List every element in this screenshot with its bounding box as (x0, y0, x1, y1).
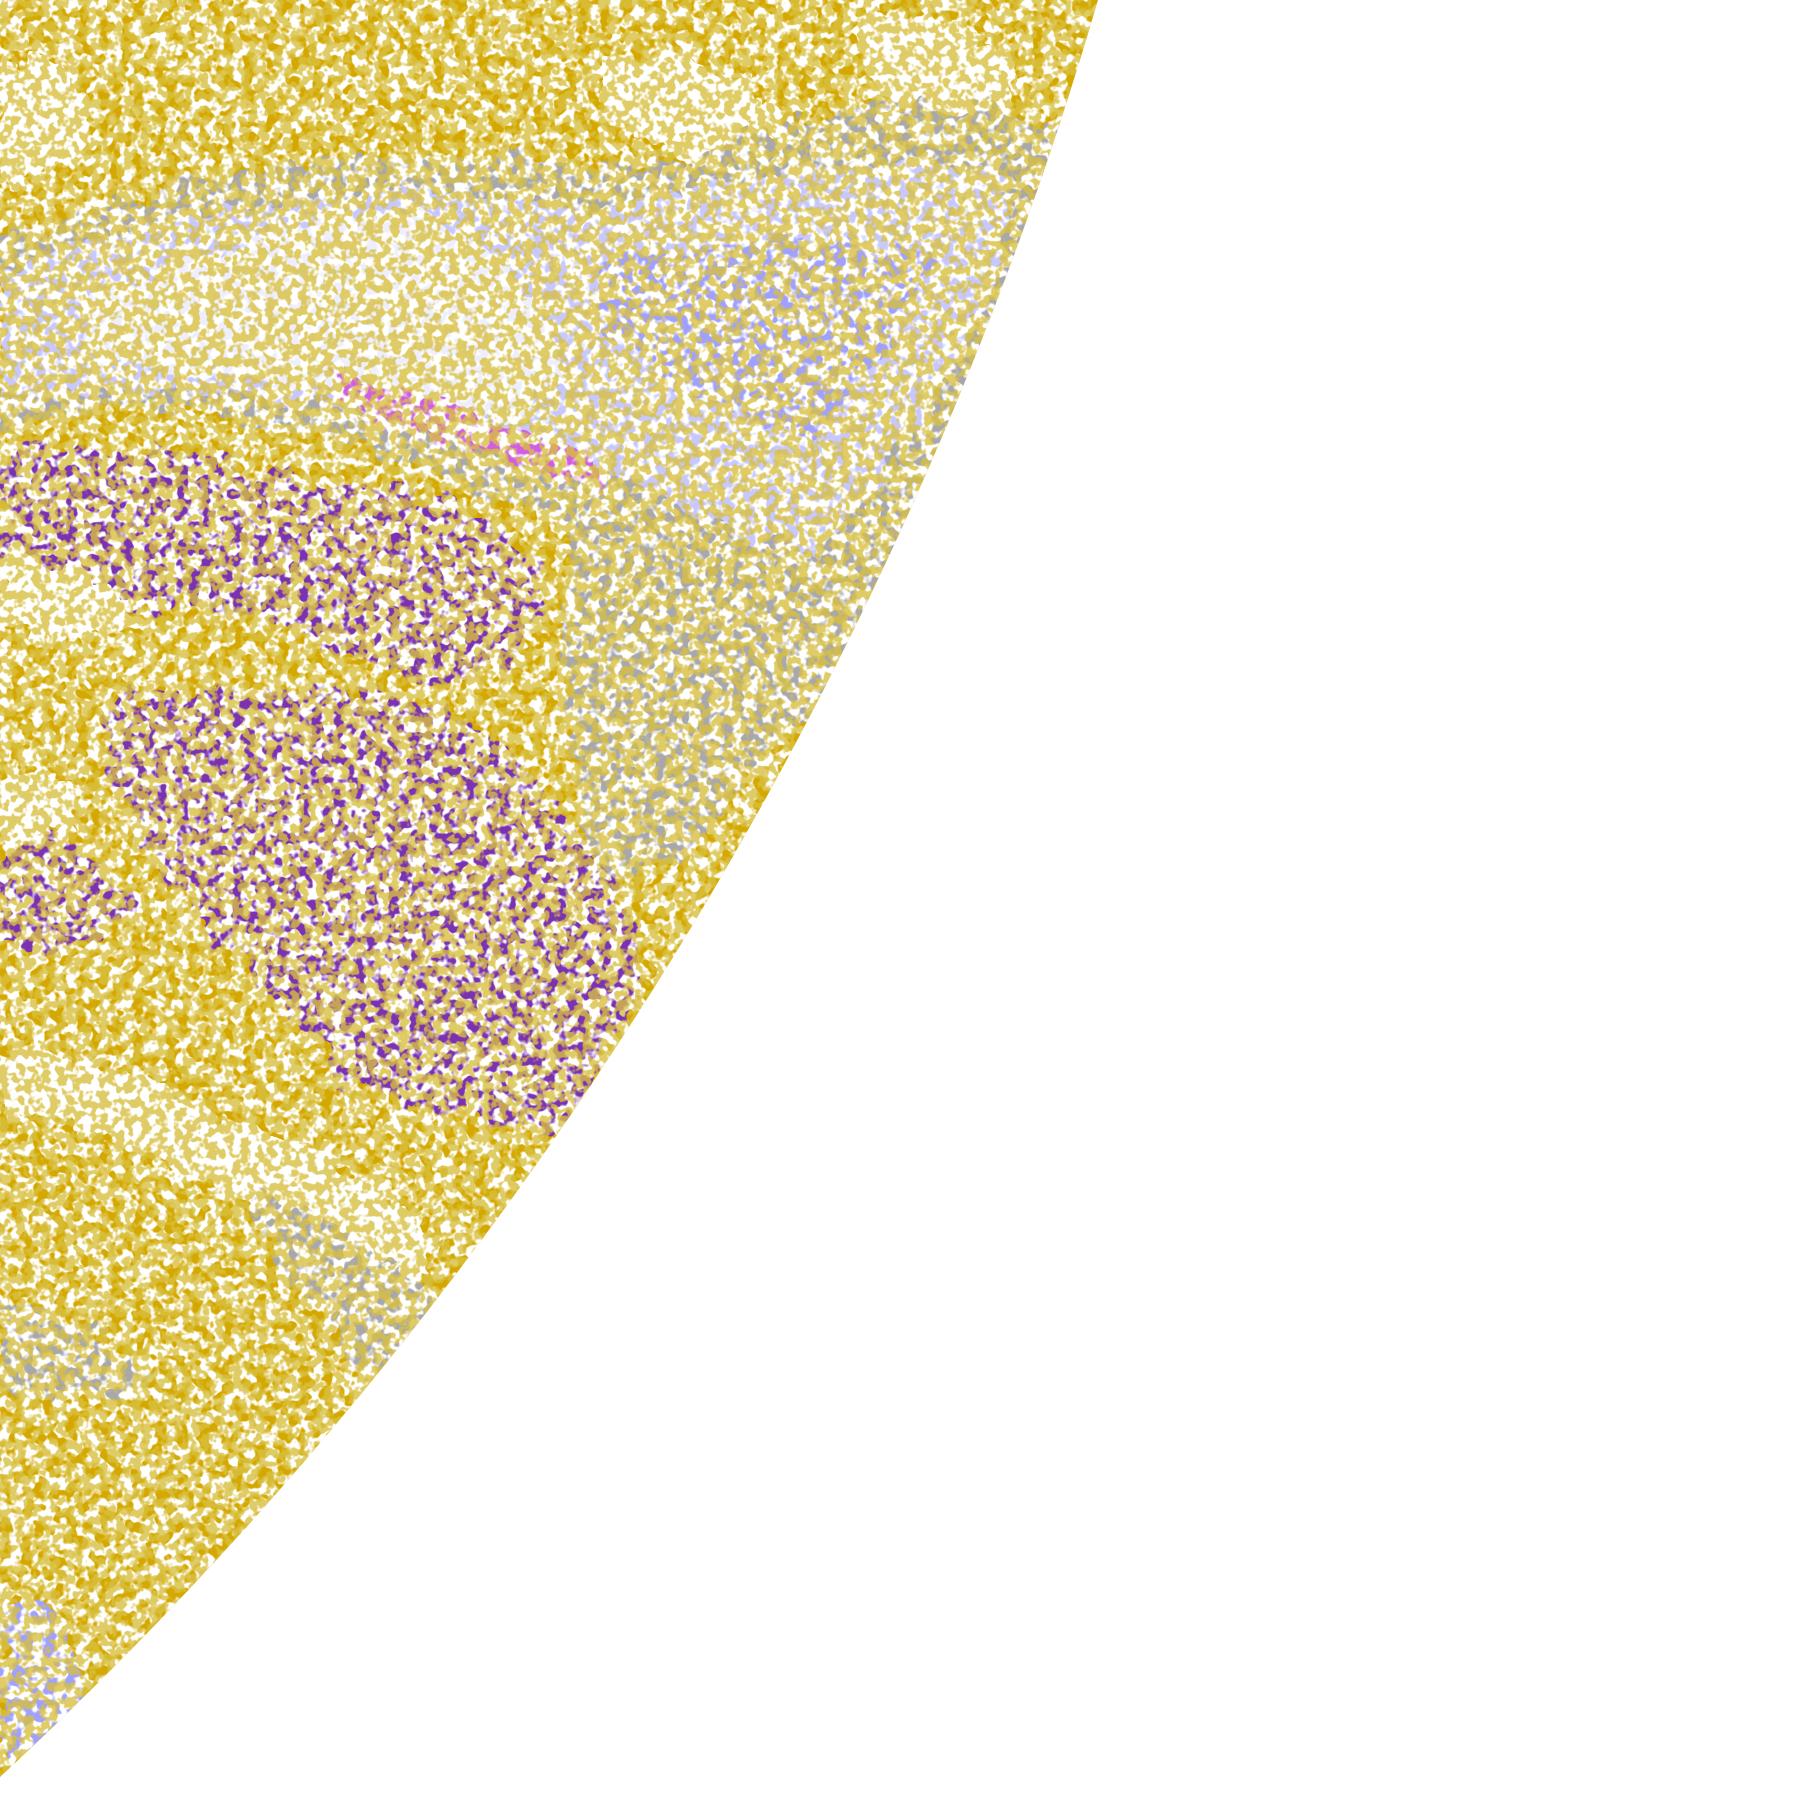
texture-gold-speckle (0, 0, 1098, 1777)
satellite-image (0, 0, 1098, 1777)
disk-content (0, 0, 1098, 1777)
earth-disk-view (0, 0, 1098, 1777)
